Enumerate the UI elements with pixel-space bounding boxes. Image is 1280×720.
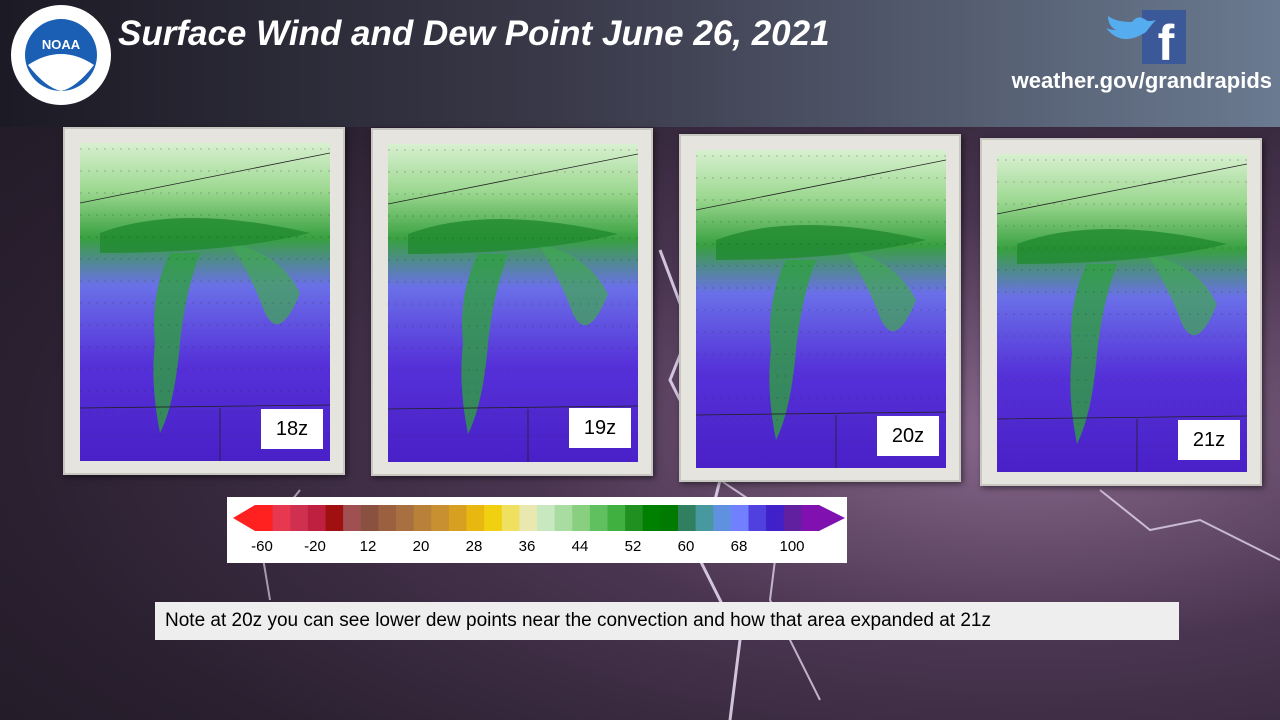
- lake-michigan: [1070, 264, 1117, 444]
- map-panel: 18z: [63, 127, 345, 475]
- lake-huron: [230, 243, 300, 325]
- lake-michigan: [769, 260, 816, 440]
- colorbar-label: 60: [678, 538, 695, 555]
- colorbar-swatch: [290, 505, 309, 531]
- colorbar-swatch: [766, 505, 785, 531]
- header: NOAA Surface Wind and Dew Point June 26,…: [0, 0, 1280, 127]
- note: Note at 20z you can see lower dew points…: [155, 602, 1179, 640]
- colorbar-swatch: [466, 505, 485, 531]
- colorbar-label: 52: [625, 538, 642, 555]
- colorbar-label: 28: [466, 538, 483, 555]
- colorbar-swatch: [255, 505, 274, 531]
- colorbar-swatch: [307, 505, 326, 531]
- lake-superior: [1017, 229, 1227, 264]
- map-panel: 19z: [371, 128, 653, 476]
- map-panel: 21z: [980, 138, 1262, 486]
- colorbar-swatch: [484, 505, 503, 531]
- colorbar-swatch: [501, 505, 520, 531]
- colorbar: -60 -20 12 20 28 36 44 52 60 68 100: [227, 497, 847, 563]
- colorbar-label: -20: [304, 538, 326, 555]
- colorbar-label: 44: [572, 538, 589, 555]
- dewpoint-map: [696, 150, 946, 468]
- colorbar-swatch: [713, 505, 732, 531]
- site-url[interactable]: weather.gov/grandrapids: [1011, 68, 1272, 93]
- colorbar-label: 100: [779, 538, 804, 555]
- state-lines: [80, 152, 330, 461]
- colorbar-swatch: [554, 505, 573, 531]
- colorbar-swatch: [360, 505, 379, 531]
- time-label: 20z: [877, 416, 939, 456]
- social-icons[interactable]: f: [1102, 8, 1188, 66]
- colorbar-swatch: [625, 505, 644, 531]
- dewpoint-map: [997, 154, 1247, 472]
- colorbar-swatch: [589, 505, 608, 531]
- colorbar-swatch: [272, 505, 291, 531]
- colorbar-swatch: [537, 505, 556, 531]
- colorbar-swatch: [431, 505, 450, 531]
- colorbar-swatch: [678, 505, 697, 531]
- colorbar-arrow-left: [233, 505, 255, 531]
- colorbar-swatch: [519, 505, 538, 531]
- colorbar-swatch: [413, 505, 432, 531]
- logo-text: NOAA: [42, 37, 81, 52]
- colorbar-swatch: [378, 505, 397, 531]
- colorbar-swatch: [396, 505, 415, 531]
- map-panel: 20z: [679, 134, 961, 482]
- state-lines: [997, 163, 1247, 472]
- lake-superior: [408, 219, 618, 254]
- time-label: 18z: [261, 409, 323, 449]
- colorbar-swatch: [642, 505, 661, 531]
- state-lines: [696, 159, 946, 468]
- lake-huron: [1147, 254, 1217, 336]
- colorbar-label: 68: [731, 538, 748, 555]
- colorbar-swatch: [730, 505, 749, 531]
- lake-huron: [846, 250, 916, 332]
- colorbar-label: -60: [251, 538, 273, 555]
- svg-text:f: f: [1158, 15, 1175, 66]
- colorbar-swatch: [695, 505, 714, 531]
- colorbar-swatch: [448, 505, 467, 531]
- colorbar-label: 36: [519, 538, 536, 555]
- colorbar-label: 12: [360, 538, 377, 555]
- colorbar-swatch: [783, 505, 802, 531]
- dewpoint-map: [80, 143, 330, 461]
- title: Surface Wind and Dew Point June 26, 2021: [118, 14, 830, 53]
- colorbar-swatch: [801, 505, 820, 531]
- colorbar-swatch: [660, 505, 679, 531]
- lake-michigan: [461, 254, 508, 434]
- colorbar-arrow-right: [819, 505, 845, 531]
- colorbar-graphic: -60 -20 12 20 28 36 44 52 60 68 100: [233, 505, 845, 555]
- state-lines: [388, 153, 638, 462]
- colorbar-swatch: [748, 505, 767, 531]
- colorbar-swatch: [607, 505, 626, 531]
- lake-superior: [100, 218, 310, 253]
- colorbar-label: 20: [413, 538, 430, 555]
- time-label: 19z: [569, 408, 631, 448]
- noaa-logo: NOAA: [11, 5, 111, 105]
- lake-michigan: [153, 253, 200, 433]
- lake-huron: [538, 244, 608, 326]
- colorbar-swatch: [572, 505, 591, 531]
- time-label: 21z: [1178, 420, 1240, 460]
- lake-superior: [716, 225, 926, 260]
- colorbar-swatch: [325, 505, 344, 531]
- colorbar-swatch: [343, 505, 362, 531]
